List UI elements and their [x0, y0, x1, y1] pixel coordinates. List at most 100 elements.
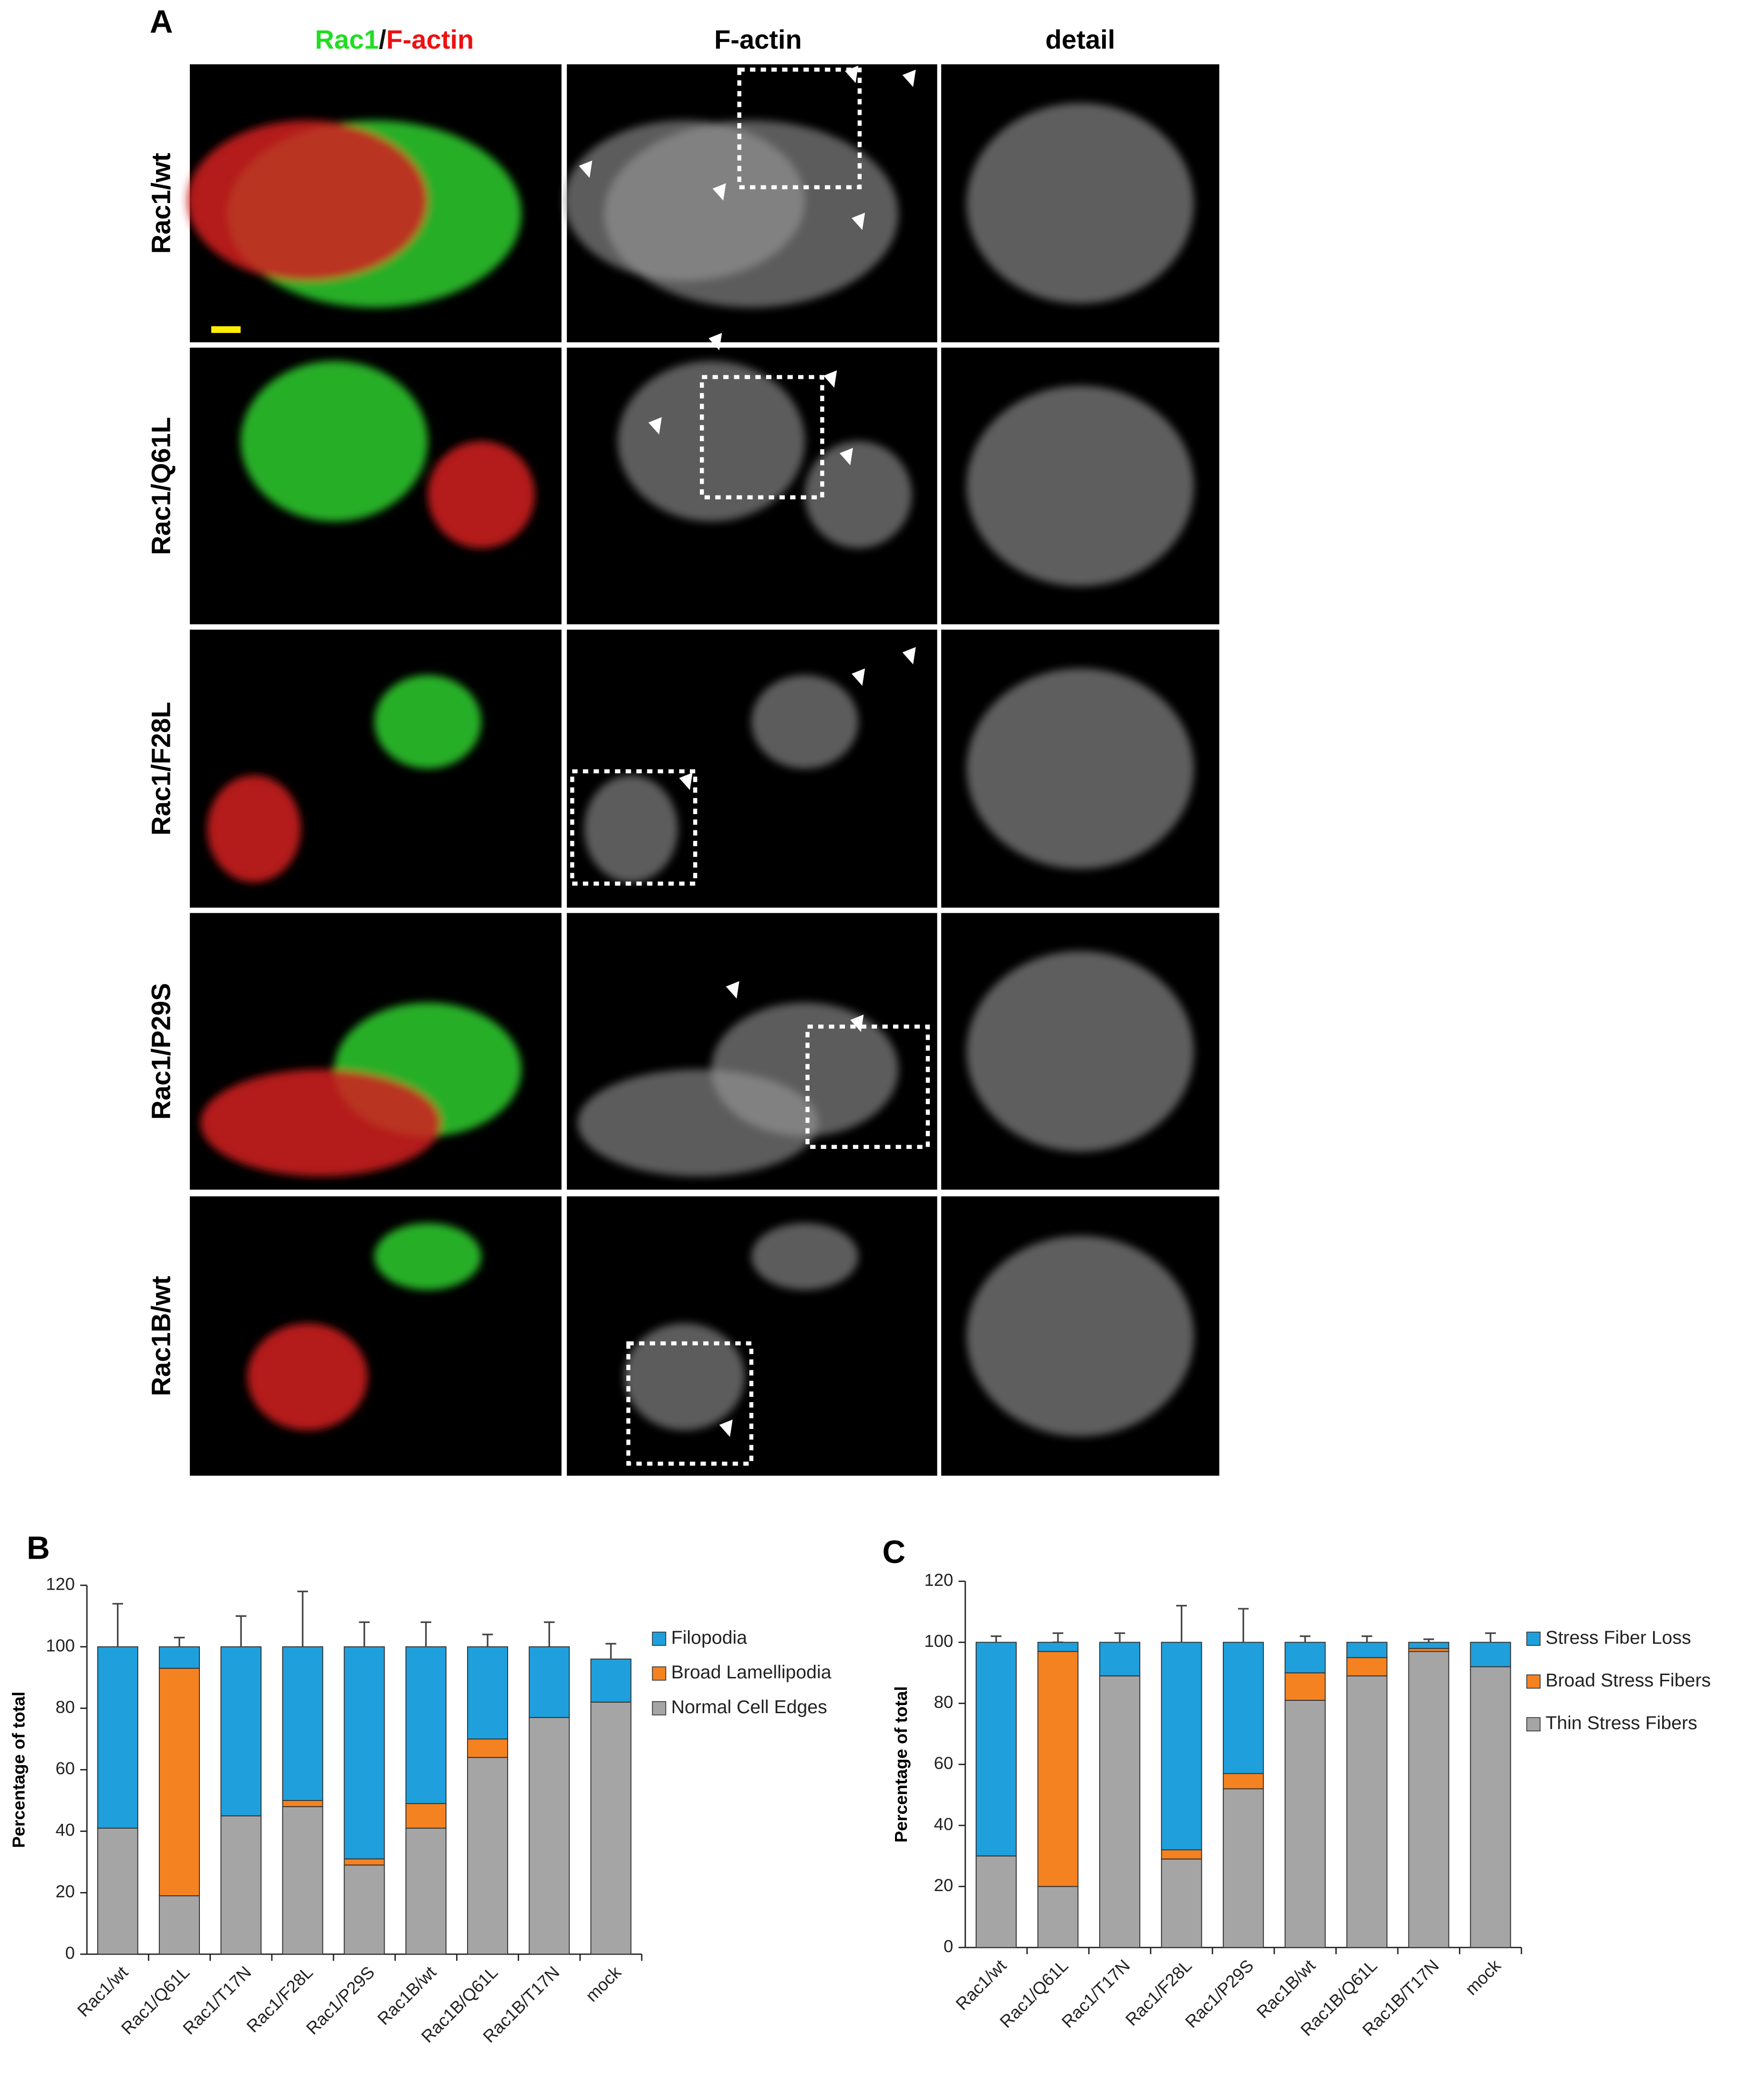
bar-segment [405, 1803, 447, 1829]
legend-label: Thin Stress Fibers [1545, 1713, 1697, 1734]
error-bar [1485, 1632, 1496, 1643]
header-part: F-actin [386, 24, 474, 54]
arrowhead [579, 160, 593, 178]
error-bar [297, 1591, 308, 1647]
legend-swatch [652, 1666, 666, 1681]
cell [564, 120, 805, 281]
y-tick-label: 80 [934, 1692, 954, 1712]
bar-segment [1346, 1657, 1388, 1676]
y-tick-label: 100 [46, 1635, 75, 1655]
bar-segment [1037, 1886, 1079, 1948]
y-axis-title: Percentage of total [891, 1686, 911, 1842]
panel-label: A [150, 4, 173, 40]
bar-segment [467, 1738, 509, 1758]
row-label: Rac1/P29S [146, 983, 176, 1120]
bar-segment [1223, 1788, 1264, 1948]
header-part: / [379, 24, 386, 54]
x-tick-label: Rac1/wt [952, 1955, 1010, 2014]
error-bar [1176, 1604, 1187, 1643]
cells [967, 385, 1194, 587]
arrowhead [726, 981, 739, 999]
bar-segment [1284, 1699, 1326, 1948]
row-label: Rac1/F28L [146, 702, 176, 835]
row-label: Rac1B/wt [146, 1276, 176, 1396]
cells [187, 120, 521, 308]
header-part: Rac1 [315, 24, 379, 54]
x-tick-label: Rac1B/wt [1253, 1955, 1319, 2022]
cell [617, 361, 805, 522]
error-bar [605, 1643, 616, 1659]
micrograph [567, 1196, 937, 1476]
legend-swatch [652, 1632, 666, 1646]
panel-label: C [883, 1534, 906, 1570]
error-bar [112, 1603, 123, 1647]
bar-segment [1223, 1642, 1264, 1774]
bar-segment [343, 1864, 385, 1955]
cell [577, 1069, 819, 1177]
legend-swatch [1526, 1717, 1541, 1732]
bar-segment [405, 1828, 447, 1955]
bar-segment [1408, 1642, 1449, 1649]
arrowhead [708, 333, 722, 351]
panel-label: B [27, 1531, 50, 1566]
cells [967, 1236, 1194, 1437]
charts: B Percentage of total 0 20 40 60 80 100 120 Rac1/… [9, 1531, 1711, 2047]
cell [967, 1236, 1194, 1437]
bar-segment [1037, 1642, 1079, 1652]
bar-segment [282, 1646, 323, 1801]
y-tick-label: 60 [934, 1753, 954, 1773]
legend-swatch [1526, 1632, 1541, 1646]
cell [247, 1323, 368, 1430]
error-bar [235, 1615, 247, 1647]
y-tick-label: 40 [934, 1814, 954, 1834]
y-tick-label: 0 [65, 1943, 75, 1963]
y-tick-label: 20 [934, 1875, 954, 1895]
detail-box [737, 67, 862, 189]
scale-bar [211, 326, 241, 333]
cells [967, 951, 1194, 1152]
arrowhead [852, 212, 865, 230]
bar-segment [529, 1646, 570, 1718]
bar-segment [343, 1646, 385, 1860]
error-bar [420, 1621, 432, 1647]
cell [751, 1223, 859, 1290]
y-tick-label: 80 [55, 1697, 75, 1717]
bar-segment [976, 1642, 1017, 1857]
y-tick-label: 120 [924, 1570, 953, 1590]
column-header: detail [1045, 24, 1115, 54]
cells [584, 675, 859, 882]
bar-segment [1408, 1651, 1449, 1948]
arrowhead [902, 647, 916, 665]
bar-segment [1284, 1642, 1326, 1674]
bar-segment [1099, 1642, 1141, 1676]
detail-box [700, 375, 824, 499]
bar-segment [158, 1895, 200, 1955]
y-tick-label: 40 [55, 1820, 75, 1840]
arrowhead [850, 1014, 864, 1032]
bar-segment [220, 1646, 262, 1817]
error-bar [1238, 1608, 1249, 1643]
cell [967, 951, 1194, 1152]
cells [624, 1223, 859, 1430]
bar-segment [1223, 1773, 1264, 1790]
bar-segment [343, 1858, 385, 1866]
error-bar [1052, 1632, 1063, 1643]
cell [207, 775, 301, 882]
cell [624, 1323, 745, 1430]
arrowhead [823, 370, 837, 388]
cell [967, 668, 1194, 869]
detail-box [626, 1341, 754, 1466]
cells [617, 361, 912, 548]
cell [374, 1223, 481, 1290]
row-label: Rac1/wt [146, 153, 176, 254]
x-tick-label: Rac1/wt [73, 1962, 132, 2020]
cell [584, 775, 678, 882]
cell [967, 103, 1194, 304]
bar-segment [405, 1646, 447, 1804]
error-bar [1114, 1632, 1125, 1643]
bar-segment [1161, 1849, 1202, 1860]
bar-segment [1037, 1651, 1079, 1887]
bar-segment [976, 1855, 1017, 1948]
arrowhead [845, 65, 859, 83]
error-bar [359, 1621, 370, 1647]
